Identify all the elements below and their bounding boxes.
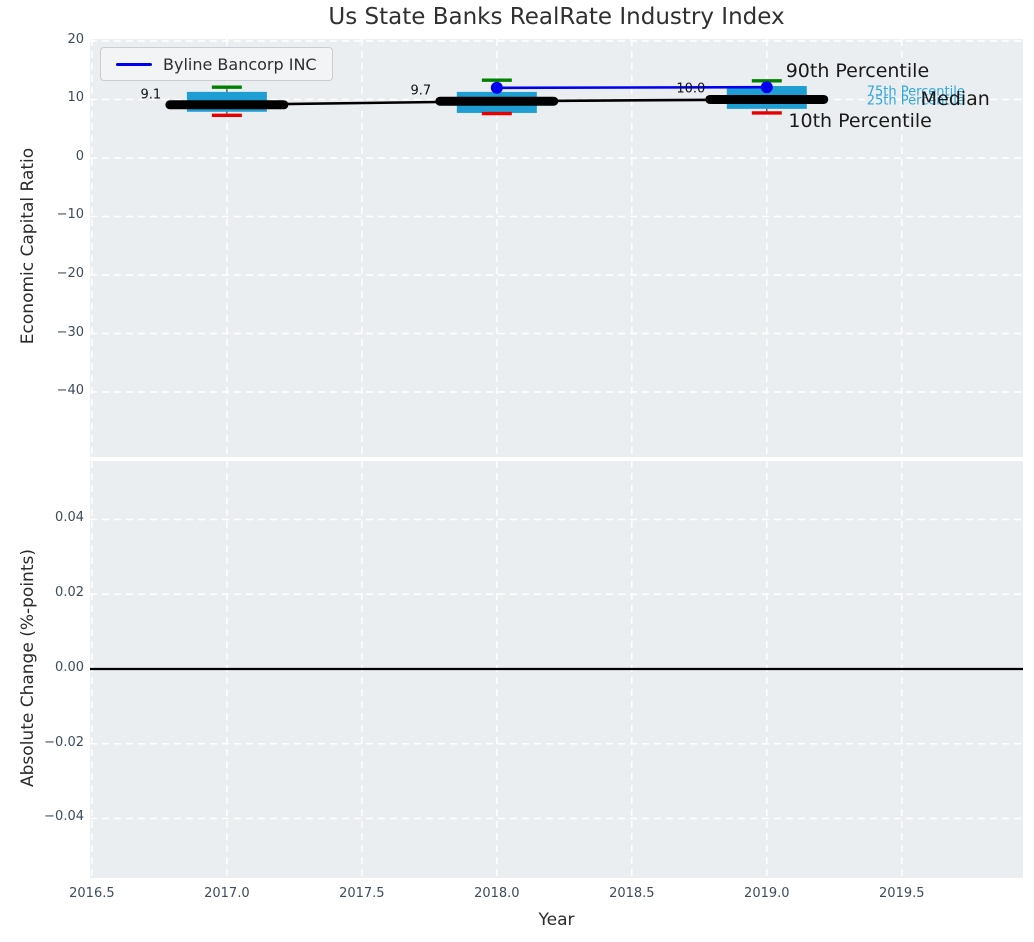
company-point: [760, 81, 773, 94]
bottom-axes-plot: [90, 461, 1023, 878]
x-tick-label: 2019.0: [744, 886, 790, 901]
company-line: [496, 85, 767, 90]
annotation-label: Median: [920, 87, 990, 110]
median-value-label: 10.0: [676, 81, 706, 97]
top-axes: [90, 39, 1023, 457]
legend: Byline Bancorp INC: [100, 47, 333, 81]
bottom-axes: [90, 461, 1023, 878]
median-value-label: 9.1: [140, 87, 162, 103]
x-tick-label: 2017.5: [339, 886, 385, 901]
y-tick-label: 0.02: [55, 585, 84, 601]
y-tick-label: −0.04: [44, 809, 84, 825]
legend-label: Byline Bancorp INC: [163, 54, 317, 74]
annotation-label: 25th Percentile: [866, 93, 965, 109]
y-tick-label: 0: [75, 148, 84, 164]
median-value-label: 9.7: [410, 83, 432, 99]
x-axis-label: Year: [538, 910, 575, 930]
annotation-label: 90th Percentile: [785, 59, 930, 82]
annotation-label: 75th Percentile: [866, 84, 965, 100]
annotation-label: 10th Percentile: [788, 110, 932, 133]
y-tick-label: −10: [56, 207, 84, 223]
y-tick-label: 0.04: [55, 510, 84, 526]
chart-title: Us State Banks RealRate Industry Index: [328, 4, 785, 30]
x-tick-label: 2018.5: [609, 886, 655, 901]
x-tick-label: 2016.5: [69, 886, 115, 901]
x-tick-label: 2019.5: [879, 886, 925, 901]
company-point: [490, 81, 503, 94]
y-tick-label: 0.00: [55, 659, 84, 675]
x-tick-label: 2017.0: [204, 886, 250, 901]
y-tick-label: 10: [67, 90, 84, 106]
legend-line-sample: [116, 62, 152, 66]
y-tick-label: 20: [67, 31, 84, 47]
y-tick-label: −0.02: [44, 734, 84, 750]
y-tick-label: −30: [56, 324, 84, 340]
x-tick-label: 2018.0: [474, 886, 520, 901]
y-tick-label: −40: [56, 383, 84, 398]
top-axes-plot: [90, 39, 1023, 457]
y-tick-label: −20: [56, 265, 84, 281]
